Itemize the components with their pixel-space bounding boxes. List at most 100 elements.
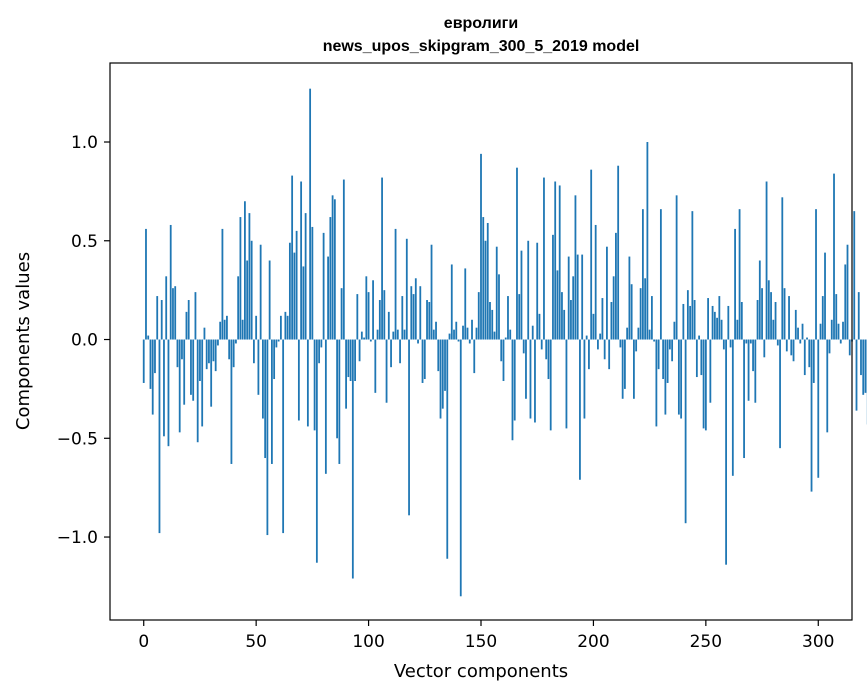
bar	[457, 339, 460, 342]
bar	[354, 339, 356, 381]
bar	[525, 339, 527, 399]
bar	[489, 302, 491, 340]
bar	[597, 339, 599, 350]
bar	[565, 339, 568, 429]
y-tick-label: −0.5	[57, 429, 98, 449]
bar	[232, 339, 235, 368]
bar	[360, 331, 363, 340]
bar	[358, 339, 361, 362]
bar	[266, 339, 269, 536]
bar	[774, 302, 777, 340]
bar	[835, 294, 838, 340]
bar	[163, 339, 165, 437]
bar	[399, 339, 401, 364]
bar	[282, 339, 285, 534]
bar	[154, 339, 156, 374]
bar	[792, 339, 795, 362]
y-tick-label: 0.0	[71, 331, 98, 351]
bar	[192, 339, 195, 401]
bar	[185, 311, 188, 340]
bar	[698, 335, 700, 340]
bar	[390, 339, 392, 368]
bar	[630, 284, 633, 340]
bar	[432, 329, 435, 340]
bar	[799, 339, 802, 344]
bar	[286, 315, 289, 340]
bar	[196, 339, 199, 443]
x-tick-label: 250	[690, 632, 722, 652]
bar	[743, 339, 745, 459]
bar	[601, 298, 604, 340]
bar	[752, 339, 754, 372]
bar	[367, 292, 370, 340]
bar	[736, 319, 739, 340]
bar	[302, 266, 305, 340]
bar	[563, 309, 566, 340]
bar	[441, 339, 444, 409]
bar	[385, 339, 388, 403]
bar	[617, 165, 620, 340]
bar	[815, 209, 817, 340]
bar	[725, 339, 727, 565]
bar	[437, 339, 440, 372]
bar	[772, 319, 775, 340]
bar	[626, 327, 629, 340]
bar	[637, 327, 640, 340]
bar	[855, 339, 858, 411]
bar	[675, 195, 678, 340]
bar	[534, 339, 536, 423]
bar	[747, 339, 750, 401]
bar	[446, 339, 449, 559]
bar	[313, 339, 316, 431]
bar	[417, 339, 419, 344]
bar	[336, 339, 338, 439]
bar	[583, 339, 586, 419]
bar	[574, 195, 577, 340]
bar	[653, 339, 656, 342]
bar	[430, 244, 433, 340]
bar	[644, 278, 647, 340]
bar	[363, 337, 365, 340]
bar	[689, 305, 692, 340]
y-axis-label: Components values	[13, 252, 34, 430]
bar	[641, 209, 644, 340]
bar	[288, 242, 291, 340]
bar	[853, 211, 856, 340]
bar	[239, 217, 242, 340]
bar	[327, 256, 329, 340]
bar	[572, 276, 575, 340]
bar	[183, 339, 186, 405]
bar	[844, 264, 847, 340]
bar	[338, 339, 341, 464]
bar	[160, 300, 163, 340]
bar	[522, 339, 525, 354]
bar	[498, 274, 500, 340]
bar	[205, 339, 208, 370]
bar	[181, 339, 183, 360]
bar	[860, 339, 862, 376]
bar	[561, 292, 563, 340]
bar	[808, 339, 811, 368]
bar	[194, 292, 197, 340]
bar	[552, 234, 554, 340]
bar	[639, 288, 642, 340]
bar	[857, 292, 860, 340]
chart-title-line-2: news_upos_skipgram_300_5_2019 model	[323, 38, 640, 55]
bar	[311, 226, 314, 340]
bar	[453, 329, 455, 340]
x-tick-label: 100	[352, 632, 384, 652]
bar	[848, 339, 851, 356]
bar	[810, 339, 813, 492]
bar	[558, 185, 561, 340]
bar	[324, 339, 327, 474]
bar	[720, 319, 723, 340]
bar	[702, 339, 705, 429]
bar	[727, 305, 730, 340]
bar	[174, 286, 177, 340]
bar	[806, 337, 808, 340]
bar	[581, 254, 584, 340]
bar	[459, 339, 462, 597]
bar	[394, 228, 397, 340]
bar	[664, 339, 667, 415]
